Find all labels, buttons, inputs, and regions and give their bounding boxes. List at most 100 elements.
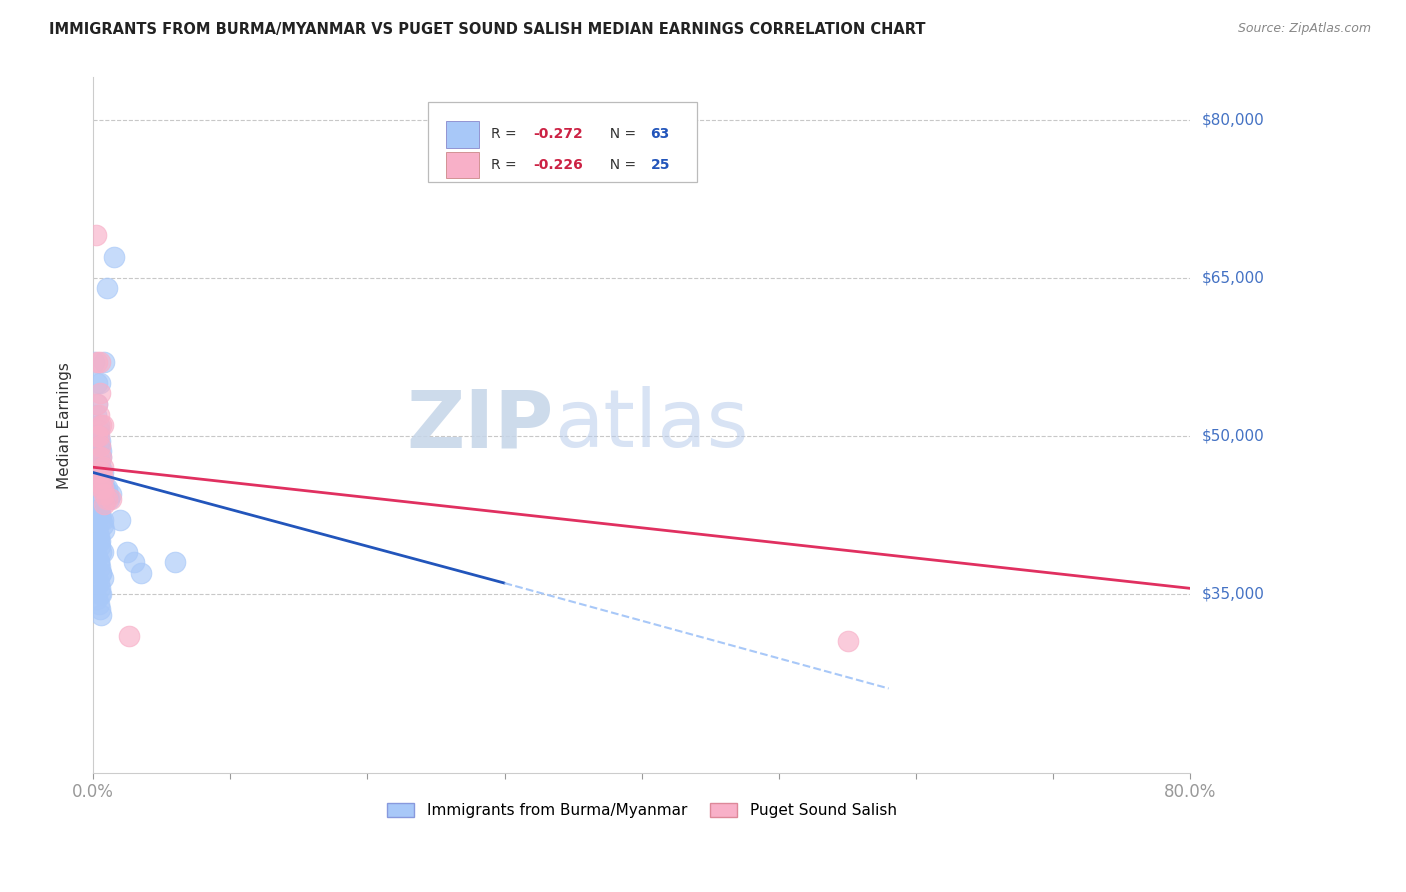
Legend: Immigrants from Burma/Myanmar, Puget Sound Salish: Immigrants from Burma/Myanmar, Puget Sou…	[381, 797, 903, 824]
Point	[86, 491, 108, 506]
Text: -0.272: -0.272	[533, 128, 583, 142]
Text: 25: 25	[651, 158, 671, 172]
Point	[91, 571, 114, 585]
Text: Source: ZipAtlas.com: Source: ZipAtlas.com	[1237, 22, 1371, 36]
Point	[84, 228, 107, 243]
Text: $80,000: $80,000	[1202, 112, 1264, 127]
Point	[89, 386, 111, 401]
Text: $65,000: $65,000	[1202, 270, 1264, 285]
Point	[89, 376, 111, 390]
Point	[89, 587, 111, 601]
Point	[94, 481, 117, 495]
Point	[90, 544, 112, 558]
Point	[87, 502, 110, 516]
Point	[87, 529, 110, 543]
Point	[117, 544, 139, 558]
Point	[97, 486, 120, 500]
Point	[90, 566, 112, 580]
Point	[89, 476, 111, 491]
Point	[86, 397, 108, 411]
Point	[103, 250, 125, 264]
Point	[91, 481, 114, 495]
Point	[89, 455, 111, 469]
Point	[89, 502, 111, 516]
Point	[86, 376, 108, 390]
Point	[90, 566, 112, 580]
Point	[87, 497, 110, 511]
Point	[90, 513, 112, 527]
Point	[87, 408, 110, 422]
Point	[129, 566, 152, 580]
FancyBboxPatch shape	[446, 152, 479, 178]
Point	[86, 397, 108, 411]
Point	[93, 355, 115, 369]
Point	[93, 524, 115, 538]
Point	[87, 555, 110, 569]
Point	[87, 576, 110, 591]
Point	[87, 597, 110, 611]
Point	[98, 491, 121, 506]
Point	[837, 634, 859, 648]
Point	[93, 486, 115, 500]
Point	[89, 439, 111, 453]
Point	[100, 491, 122, 506]
Point	[87, 418, 110, 433]
Point	[86, 524, 108, 538]
Point	[90, 481, 112, 495]
Text: atlas: atlas	[554, 386, 748, 464]
Point	[87, 450, 110, 464]
Point	[90, 450, 112, 464]
Point	[91, 544, 114, 558]
Point	[84, 408, 107, 422]
Point	[90, 418, 112, 433]
Point	[89, 439, 111, 453]
Point	[165, 555, 187, 569]
Text: 63: 63	[651, 128, 669, 142]
Point	[89, 539, 111, 553]
FancyBboxPatch shape	[427, 102, 696, 182]
Point	[86, 549, 108, 564]
Point	[89, 355, 111, 369]
Text: N =: N =	[602, 128, 641, 142]
Point	[90, 444, 112, 458]
Y-axis label: Median Earnings: Median Earnings	[58, 361, 72, 489]
Point	[89, 560, 111, 574]
Point	[93, 481, 115, 495]
Point	[90, 450, 112, 464]
Point	[89, 582, 111, 596]
Point	[122, 555, 145, 569]
Point	[89, 602, 111, 616]
Point	[96, 481, 118, 495]
Point	[90, 607, 112, 622]
Point	[91, 518, 114, 533]
Point	[93, 497, 115, 511]
Point	[90, 466, 112, 480]
Point	[90, 471, 112, 485]
Point	[87, 555, 110, 569]
Point	[89, 460, 111, 475]
Point	[87, 428, 110, 442]
Point	[87, 533, 110, 548]
Point	[86, 355, 108, 369]
Text: IMMIGRANTS FROM BURMA/MYANMAR VS PUGET SOUND SALISH MEDIAN EARNINGS CORRELATION : IMMIGRANTS FROM BURMA/MYANMAR VS PUGET S…	[49, 22, 925, 37]
Text: R =: R =	[491, 128, 522, 142]
Point	[87, 428, 110, 442]
Text: R =: R =	[491, 158, 522, 172]
Point	[96, 491, 118, 506]
Point	[91, 476, 114, 491]
Point	[83, 355, 105, 369]
Point	[91, 466, 114, 480]
Text: ZIP: ZIP	[406, 386, 554, 464]
Point	[91, 418, 114, 433]
Point	[87, 423, 110, 437]
Point	[90, 587, 112, 601]
Point	[118, 629, 141, 643]
Point	[110, 513, 132, 527]
Point	[89, 434, 111, 448]
Point	[96, 281, 118, 295]
Point	[86, 428, 108, 442]
Point	[100, 486, 122, 500]
Point	[91, 471, 114, 485]
Point	[89, 533, 111, 548]
Point	[86, 576, 108, 591]
